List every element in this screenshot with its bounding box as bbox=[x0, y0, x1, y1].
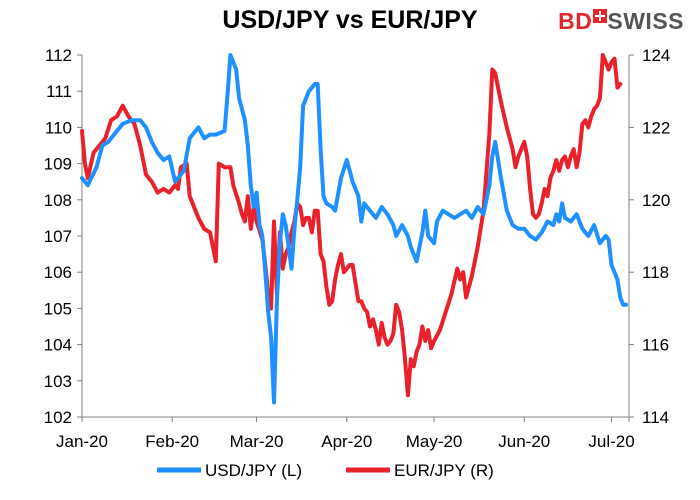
bdswiss-logo: BD SWISS bbox=[558, 8, 684, 35]
y-left-tick-label: 112 bbox=[45, 46, 72, 65]
y-left-tick-label: 111 bbox=[46, 82, 72, 101]
swiss-cross-icon bbox=[593, 9, 608, 23]
series-line-eurjpy bbox=[80, 53, 623, 398]
y-right-tick-label: 120 bbox=[642, 191, 670, 210]
y-left-tick-label: 108 bbox=[44, 191, 72, 210]
legend: USD/JPY (L) EUR/JPY (R) bbox=[157, 461, 494, 480]
y-left-tick-label: 106 bbox=[44, 263, 72, 282]
chart-title: USD/JPY vs EUR/JPY bbox=[222, 6, 478, 34]
x-tick-label: Jan-20 bbox=[56, 432, 108, 451]
y-left-tick-label: 103 bbox=[44, 372, 72, 391]
legend-label-eurjpy: EUR/JPY (R) bbox=[394, 461, 494, 480]
y-left-tick-label: 109 bbox=[44, 155, 72, 174]
y-axis-right: 114 116 118 120 122 124 bbox=[629, 46, 670, 427]
y-axis-left: 102 103 104 105 106 107 108 109 110 111 112 bbox=[44, 46, 82, 427]
y-left-tick-label: 110 bbox=[45, 118, 72, 137]
series-line-usdjpy bbox=[80, 53, 629, 405]
series-layer bbox=[80, 53, 629, 405]
x-axis: Jan-20 Feb-20 Mar-20 Apr-20 May-20 Jun-20 Jul-… bbox=[56, 417, 635, 451]
y-right-tick-label: 116 bbox=[642, 336, 669, 355]
y-right-tick-label: 124 bbox=[642, 46, 670, 65]
logo-swiss-text: SWISS bbox=[607, 8, 684, 34]
y-left-tick-label: 104 bbox=[44, 336, 72, 355]
x-tick-label: Jun-20 bbox=[498, 432, 550, 451]
y-left-tick-label: 102 bbox=[44, 408, 72, 427]
logo-bd-text: BD bbox=[558, 8, 593, 34]
y-left-tick-label: 105 bbox=[44, 299, 72, 318]
x-tick-label: Jul-20 bbox=[588, 432, 634, 451]
y-right-tick-label: 122 bbox=[642, 118, 670, 137]
y-right-tick-label: 114 bbox=[642, 408, 669, 427]
x-tick-label: Feb-20 bbox=[145, 432, 199, 451]
plot-area bbox=[81, 55, 630, 418]
x-tick-label: Apr-20 bbox=[321, 432, 372, 451]
legend-label-usdjpy: USD/JPY (L) bbox=[205, 461, 302, 480]
y-left-tick-label: 107 bbox=[44, 227, 72, 246]
x-tick-label: May-20 bbox=[406, 432, 463, 451]
x-tick-label: Mar-20 bbox=[230, 432, 284, 451]
y-right-tick-label: 118 bbox=[642, 263, 669, 282]
